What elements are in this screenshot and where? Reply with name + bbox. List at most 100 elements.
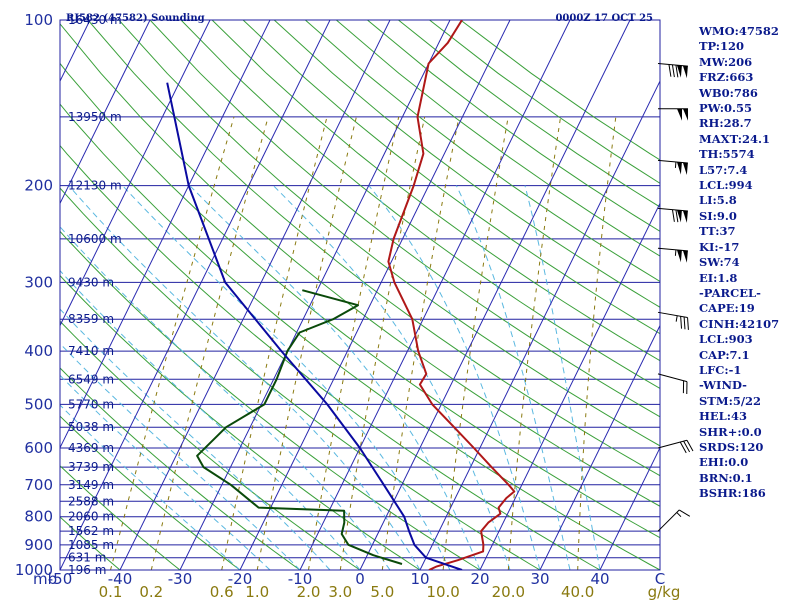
mixing-ratio-line (110, 116, 235, 570)
temperature-tick-label: -20 (228, 570, 253, 588)
isotherm-line (179, 20, 451, 570)
panel-line: TH:5574 (699, 147, 755, 162)
dry-adiabat-line (335, 20, 660, 257)
mixing-ratio-line (381, 116, 460, 570)
mixing-ratio-label: g/kg (648, 583, 681, 600)
pressure-tick-label: 700 (24, 476, 53, 494)
height-label: 12130 m (68, 179, 122, 193)
isotherm-line (599, 446, 660, 570)
dry-adiabat-line (60, 230, 481, 570)
pressure-tick-label: 200 (24, 177, 53, 195)
dry-adiabat-line (60, 274, 421, 570)
height-label: 1085 m (68, 538, 114, 552)
mixing-ratio-grid (110, 116, 617, 570)
temperature-tick-label: -10 (288, 570, 313, 588)
isotherm-line (359, 20, 631, 570)
height-label: 10600 m (68, 232, 122, 246)
panel-line: SHR+:0.0 (699, 424, 762, 439)
mixing-ratio-line (150, 116, 269, 570)
moist-adiabat-line (368, 185, 541, 570)
mixing-ratio-line (256, 116, 357, 570)
temperature-tick-label: 40 (590, 570, 609, 588)
height-label: 5770 m (68, 397, 114, 411)
mixing-ratio-line (507, 116, 562, 570)
dry-adiabat-line (211, 20, 660, 362)
isotherm-grid (60, 20, 660, 570)
mixing-ratio-line (442, 116, 509, 570)
isotherm-line (60, 20, 331, 570)
pressure-tick-label: 600 (24, 439, 53, 457)
dry-adiabat-line (60, 367, 301, 570)
temperature-tick-label: -30 (168, 570, 193, 588)
isotherm-line (479, 202, 660, 570)
mixing-ratio-label: 0.2 (139, 583, 163, 600)
panel-line: EI:1.8 (699, 270, 738, 285)
mixing-ratio-label: 0.6 (210, 583, 234, 600)
dry-adiabat-line (60, 62, 660, 539)
height-label: 2060 m (68, 510, 114, 524)
pressure-tick-label: 400 (24, 342, 53, 360)
height-label: 7410 m (68, 344, 114, 358)
dry-adiabat-line (118, 20, 660, 447)
wind-barb (657, 247, 688, 263)
moist-adiabat-line (273, 185, 511, 570)
dewpoint-profile (196, 289, 403, 565)
panel-line: CINH:42107 (699, 316, 780, 331)
isotherm-line (419, 79, 660, 570)
temperature-tick-label: -40 (108, 570, 133, 588)
pressure-tick-label: 300 (24, 273, 53, 291)
mixing-ratio-label: 2.0 (297, 583, 321, 600)
moist-adiabat-line (60, 226, 391, 570)
temperature-profile (387, 20, 516, 570)
isotherm-line (60, 20, 151, 205)
isotherm-line (239, 20, 511, 570)
dry-adiabat-line (60, 187, 541, 570)
mixing-ratio-label: 1.0 (245, 583, 269, 600)
panel-line: STM:5/22 (699, 393, 762, 408)
mixing-ratio-label: 0.1 (99, 583, 123, 600)
isotherm-line (60, 20, 211, 327)
panel-line: LFC:-1 (699, 362, 742, 377)
panel-line: PW:0.55 (699, 101, 753, 116)
isotherm-line (60, 20, 271, 449)
mixing-ratio-label: 20.0 (492, 583, 525, 600)
height-label: 631 m (68, 551, 106, 565)
temperature-tick-label: 20 (470, 570, 489, 588)
height-label: 2588 m (68, 494, 114, 508)
wind-barb-layer (657, 63, 694, 532)
wind-barb (657, 159, 688, 175)
mixing-ratio-label: 40.0 (561, 583, 594, 600)
wind-barb (658, 108, 688, 121)
height-label: 9430 m (68, 275, 114, 289)
height-label: 1562 m (68, 524, 114, 538)
moist-adiabat-line (60, 269, 361, 570)
dry-adiabat-line (60, 103, 660, 570)
pressure-tick-label: 800 (24, 508, 53, 526)
mixing-ratio-line (308, 116, 400, 570)
y-axis-unit-label: mb (33, 570, 57, 588)
height-label: 8359 m (68, 312, 114, 326)
wind-barb (657, 373, 688, 395)
moist-adiabat-line (524, 185, 601, 570)
isobar-grid (60, 20, 660, 570)
isotherm-line (539, 324, 660, 570)
dry-adiabat-line (149, 20, 660, 418)
panel-line: WB0:786 (699, 85, 758, 100)
chart-subtitle: 0000Z 17 OCT 25 (555, 13, 653, 24)
mixing-ratio-label: 5.0 (370, 583, 394, 600)
wind-barb (657, 439, 694, 454)
height-label: 3149 m (68, 478, 114, 492)
pressure-tick-label: 900 (24, 536, 53, 554)
panel-line: HEL:43 (699, 409, 747, 424)
panel-line: SI:9.0 (699, 208, 737, 223)
dry-adiabat-line (180, 20, 660, 390)
dry-adiabat-line (60, 320, 361, 570)
temperature-tick-label: C (655, 570, 665, 588)
panel-line: BRN:0.1 (699, 470, 753, 485)
height-label: 6549 m (68, 372, 114, 386)
mixing-ratio-label: 3.0 (328, 583, 352, 600)
panel-line: -PARCEL- (699, 285, 761, 300)
height-label: 4369 m (68, 441, 114, 455)
height-label: 16430 m (68, 13, 122, 27)
